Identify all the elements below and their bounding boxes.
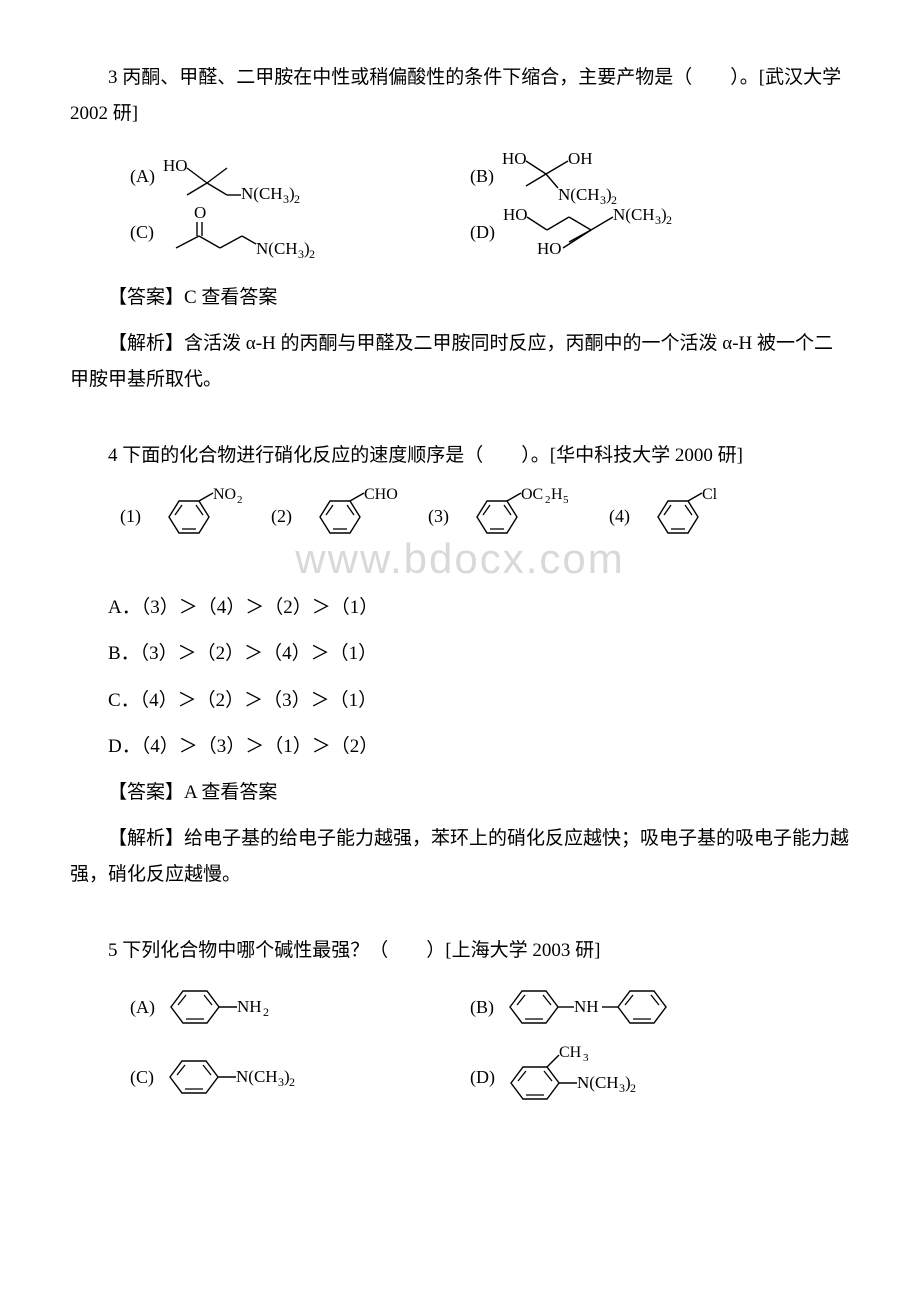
svg-text:Cl: Cl: [702, 486, 718, 503]
q5-option-d: (D) CH 3 N(CH 3 ) 2: [470, 1047, 850, 1107]
opt-label: (B): [470, 990, 494, 1024]
svg-text:NH: NH: [237, 997, 262, 1016]
q4-option-b: B．（3）＞（2）＞（4）＞（1）: [70, 636, 850, 672]
svg-text:5: 5: [563, 494, 569, 506]
svg-text:N(CH: N(CH: [241, 184, 283, 203]
q3-explain: 【解析】含活泼 α-H 的丙酮与甲醛及二甲胺同时反应，丙酮中的一个活泼 α-H …: [70, 326, 850, 398]
svg-text:CH: CH: [559, 1044, 582, 1061]
q5-options: (A) NH 2 (B) NH: [130, 985, 850, 1107]
svg-text:N(CH: N(CH: [577, 1073, 619, 1092]
opt-label: (C): [130, 215, 154, 249]
q5-option-c: (C) N(CH 3 ) 2: [130, 1047, 470, 1107]
q4-option-a: A．（3）＞（4）＞（2）＞（1）: [70, 590, 850, 626]
opt-label: (B): [470, 159, 494, 193]
benzene-no2-icon: NO 2: [147, 491, 247, 543]
svg-text:HO: HO: [537, 239, 562, 258]
sub-text: NO: [213, 486, 236, 503]
svg-text:2: 2: [237, 494, 243, 506]
diphenylamine-icon: NH: [502, 985, 702, 1029]
struct-label: (4): [609, 499, 630, 533]
q4-explain: 【解析】给电子基的给电子能力越强，苯环上的硝化反应越快；吸电子基的吸电子能力越强…: [70, 821, 850, 893]
opt-label: (C): [130, 1060, 154, 1094]
q4-structures: (1) NO 2 (2) CHO (3) OC: [120, 491, 850, 543]
svg-text:N(CH: N(CH: [558, 185, 600, 204]
dimethylaniline-icon: N(CH 3 ) 2: [162, 1055, 332, 1099]
opt-label: (D): [470, 215, 495, 249]
methyl-dimethylaniline-icon: CH 3 N(CH 3 ) 2: [503, 1047, 683, 1107]
q4-struct-2: (2) CHO: [271, 491, 404, 543]
q5-text: 5 下列化合物中哪个碱性最强？（ ）[上海大学 2003 研]: [70, 933, 850, 969]
svg-text:HO: HO: [502, 149, 527, 168]
q3-text: 3 丙酮、甲醛、二甲胺在中性或稍偏酸性的条件下缩合，主要产物是（ ）。[武汉大学…: [70, 60, 850, 132]
struct-label: (1): [120, 499, 141, 533]
struct-label: (2): [271, 499, 292, 533]
q4-option-d: D．（4）＞（3）＞（1）＞（2）: [70, 729, 850, 765]
svg-text:2: 2: [630, 1081, 636, 1095]
q5-option-b: (B) NH: [470, 985, 850, 1029]
structure-c-icon: O N(CH 3 ) 2: [162, 206, 332, 258]
benzene-cl-icon: Cl: [636, 491, 722, 543]
q4-struct-3: (3) OC 2 H 5: [428, 491, 585, 543]
structure-d-icon: HO N(CH 3 ) 2 HO: [503, 204, 703, 260]
svg-text:3: 3: [583, 1052, 589, 1064]
svg-text:CHO: CHO: [364, 486, 398, 503]
structure-a-icon: HO N(CH 3 ) 2: [163, 153, 313, 199]
q4-struct-4: (4) Cl: [609, 491, 722, 543]
svg-text:O: O: [194, 203, 206, 222]
svg-text:2: 2: [289, 1075, 295, 1089]
svg-text:OC: OC: [521, 486, 543, 503]
svg-text:N(CH: N(CH: [256, 239, 298, 258]
svg-text:OH: OH: [568, 149, 593, 168]
svg-text:N(CH: N(CH: [613, 205, 655, 224]
svg-text:NH: NH: [574, 997, 599, 1016]
svg-text:HO: HO: [503, 205, 528, 224]
q4-option-c: C．（4）＞（2）＞（3）＞（1）: [70, 683, 850, 719]
q4-text: 4 下面的化合物进行硝化反应的速度顺序是（ ）。[华中科技大学 2000 研]: [70, 438, 850, 474]
opt-label: (A): [130, 159, 155, 193]
svg-text:N(CH: N(CH: [236, 1067, 278, 1086]
benzene-cho-icon: CHO: [298, 491, 404, 543]
q4-struct-1: (1) NO 2: [120, 491, 247, 543]
opt-label: (A): [130, 990, 155, 1024]
svg-text:2: 2: [309, 247, 315, 261]
svg-text:2: 2: [666, 213, 672, 227]
q5-option-a: (A) NH 2: [130, 985, 470, 1029]
q3-option-c: (C) O N(CH 3 ) 2: [130, 204, 470, 260]
q3-option-a: (A) HO N(CH 3 ) 2: [130, 148, 470, 204]
q3-option-d: (D) HO N(CH 3 ) 2 HO: [470, 204, 850, 260]
q3-options: (A) HO N(CH 3 ) 2 (B) HO OH: [130, 148, 850, 260]
svg-text:2: 2: [263, 1005, 269, 1019]
benzene-oet-icon: OC 2 H 5: [455, 491, 585, 543]
struct-label: (3): [428, 499, 449, 533]
opt-label: (D): [470, 1060, 495, 1094]
structure-b-icon: HO OH N(CH 3 ) 2: [502, 148, 662, 204]
q4-answer: 【答案】A 查看答案: [70, 775, 850, 811]
svg-text:HO: HO: [163, 156, 188, 175]
aniline-icon: NH 2: [163, 985, 293, 1029]
svg-text:2: 2: [545, 494, 551, 506]
svg-text:H: H: [551, 486, 563, 503]
q3-answer: 【答案】C 查看答案: [70, 280, 850, 316]
q3-option-b: (B) HO OH N(CH 3 ) 2: [470, 148, 850, 204]
